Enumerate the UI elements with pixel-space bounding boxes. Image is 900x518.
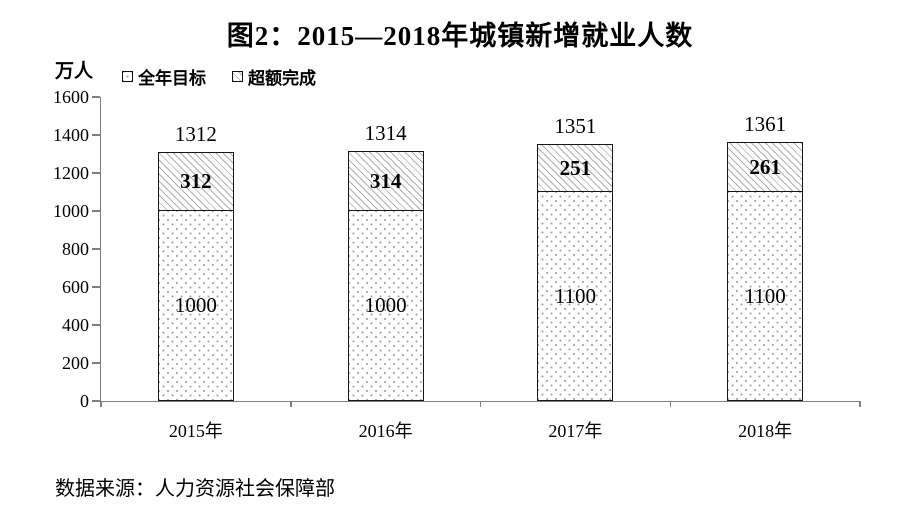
y-axis-tick bbox=[92, 400, 100, 402]
target-value-label: 1100 bbox=[554, 283, 596, 308]
bar-segment-target: 1100 bbox=[727, 192, 804, 401]
bar-2016年: 314 1000 bbox=[347, 151, 424, 401]
bar-segment-overfulfilled: 261 bbox=[727, 142, 804, 192]
y-axis-tick bbox=[92, 172, 100, 174]
x-axis-tick bbox=[100, 401, 102, 407]
y-axis-tick bbox=[92, 362, 100, 364]
bar-segment-overfulfilled: 314 bbox=[347, 151, 424, 211]
x-axis-category-label: 2016年 bbox=[358, 421, 413, 441]
bar-segment-target: 1000 bbox=[157, 211, 234, 401]
bar-segment-overfulfilled: 251 bbox=[537, 144, 614, 192]
x-axis-tick bbox=[669, 401, 671, 407]
legend-item-label: 超额完成 bbox=[248, 69, 316, 88]
bar-segment-target: 1000 bbox=[347, 211, 424, 401]
y-axis-tick-label: 200 bbox=[62, 353, 89, 373]
y-axis-tick-label: 1400 bbox=[53, 125, 89, 145]
dots-pattern-swatch-icon bbox=[122, 71, 133, 82]
overfulfilled-value-label: 312 bbox=[180, 168, 212, 193]
y-axis-tick-label: 1200 bbox=[53, 163, 89, 183]
chart-title: 图2：2015—2018年城镇新增就业人数 bbox=[226, 21, 694, 51]
total-value-label: 1361 bbox=[744, 112, 787, 137]
data-source-note: 数据来源：人力资源社会保障部 bbox=[55, 478, 335, 500]
total-value-label: 1351 bbox=[554, 114, 597, 139]
y-axis-tick bbox=[92, 248, 100, 250]
x-axis-tick bbox=[290, 401, 292, 407]
bar-2018年: 261 1100 bbox=[727, 142, 804, 401]
x-axis-category-label: 2017年 bbox=[548, 421, 603, 441]
y-axis-tick bbox=[92, 134, 100, 136]
target-value-label: 1100 bbox=[744, 283, 786, 308]
legend-item-overfulfilled: 超额完成 bbox=[232, 64, 316, 89]
total-value-label: 1312 bbox=[174, 121, 217, 146]
y-axis-tick-label: 0 bbox=[80, 391, 89, 411]
x-axis-category-label: 2018年 bbox=[738, 421, 793, 441]
y-axis-tick bbox=[92, 324, 100, 326]
legend-item-label: 全年目标 bbox=[138, 69, 206, 88]
plot-area: 0 200 400 600 800 1000 1200 1400 1600 312 1000 1312… bbox=[53, 87, 861, 441]
bar-2015年: 312 1000 bbox=[157, 151, 234, 401]
target-value-label: 1000 bbox=[174, 293, 217, 317]
overfulfilled-value-label: 251 bbox=[559, 155, 592, 180]
legend: 全年目标 超额完成 bbox=[122, 64, 316, 89]
y-axis-tick-label: 1600 bbox=[53, 87, 89, 107]
bar-2017年: 251 1100 bbox=[537, 144, 614, 401]
x-axis-category-label: 2015年 bbox=[168, 421, 223, 441]
total-value-label: 1314 bbox=[364, 121, 407, 146]
overfulfilled-value-label: 314 bbox=[369, 168, 402, 193]
hatch-pattern-swatch-icon bbox=[232, 71, 243, 82]
y-axis-tick bbox=[92, 96, 100, 98]
y-axis-tick-label: 600 bbox=[62, 277, 89, 297]
y-axis-unit-label: 万人 bbox=[55, 61, 94, 82]
x-axis-tick bbox=[479, 401, 482, 407]
y-axis-tick-label: 800 bbox=[62, 239, 89, 259]
legend-item-target: 全年目标 bbox=[122, 64, 206, 89]
target-value-label: 1000 bbox=[364, 293, 407, 317]
y-axis-tick bbox=[92, 210, 100, 212]
y-axis-tick-label: 1000 bbox=[53, 201, 89, 221]
x-axis-tick bbox=[859, 401, 861, 407]
overfulfilled-value-label: 261 bbox=[749, 154, 781, 179]
bar-segment-overfulfilled: 312 bbox=[157, 151, 234, 211]
bar-segment-target: 1100 bbox=[537, 192, 614, 401]
y-axis-tick-label: 400 bbox=[62, 315, 89, 335]
y-axis-tick bbox=[92, 286, 100, 288]
